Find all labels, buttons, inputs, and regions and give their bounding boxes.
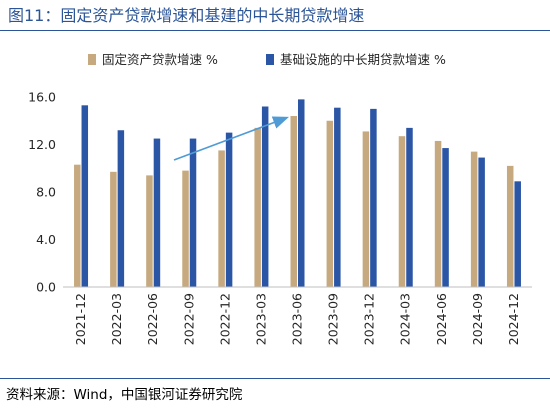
y-tick-label: 8.0	[36, 185, 56, 200]
bar-series-1	[470, 151, 478, 287]
x-tick-label: 2024-03	[398, 293, 413, 345]
bar-series-2	[189, 138, 197, 287]
bar-series-2	[81, 105, 89, 287]
legend-label-1: 固定资产贷款增速 %	[102, 52, 218, 67]
source-rule	[0, 378, 550, 379]
y-tick-label: 4.0	[36, 232, 56, 247]
bar-series-1	[506, 165, 514, 287]
x-tick-label: 2024-12	[506, 293, 521, 345]
bar-series-2	[261, 106, 269, 287]
bar-series-2	[442, 148, 449, 287]
legend-label-2: 基础设施的中长期贷款增速 %	[280, 52, 446, 67]
bar-series-1	[110, 171, 117, 287]
bar-series-1	[254, 127, 261, 287]
bar-series-2	[406, 127, 413, 287]
legend: 固定资产贷款增速 % 基础设施的中长期贷款增速 %	[88, 52, 446, 67]
bar-series-1	[362, 131, 370, 287]
bar-series-1	[326, 120, 334, 287]
bar-series-1	[290, 116, 297, 287]
x-tick-label: 2023-03	[253, 293, 268, 345]
y-axis: 16.0 12.0 8.0 4.0 0.0	[28, 90, 56, 295]
title-rule	[0, 30, 550, 31]
bar-series-2	[117, 130, 125, 287]
bar-series-2	[225, 132, 233, 287]
bar-series-2	[478, 157, 485, 287]
x-tick-label: 2024-09	[470, 293, 485, 345]
x-tick-label: 2021-12	[73, 293, 88, 345]
y-tick-label: 16.0	[28, 90, 56, 105]
x-axis: 2021-12 2022-03 2022-06 2022-09 2022-12 2023-…	[63, 286, 532, 345]
x-tick-label: 2023-06	[290, 293, 305, 345]
figure-title: 图11：固定资产贷款增速和基建的中长期贷款增速	[8, 6, 365, 25]
y-tick-label: 0.0	[36, 280, 56, 295]
legend-swatch-1	[88, 54, 96, 65]
bars	[74, 99, 521, 287]
bar-series-2	[153, 138, 161, 287]
source-note: 资料来源：Wind，中国银河证券研究院	[6, 387, 243, 403]
bar-series-2	[298, 99, 305, 287]
bar-series-1	[398, 136, 406, 287]
trend-arrow	[173, 116, 289, 161]
bar-chart: 固定资产贷款增速 % 基础设施的中长期贷款增速 % 16.0 12.0 8.0 4.0 0…	[28, 52, 532, 345]
x-tick-label: 2024-06	[434, 293, 449, 345]
y-tick-label: 12.0	[28, 137, 56, 152]
bar-series-2	[514, 181, 521, 287]
bar-series-1	[146, 175, 153, 287]
x-tick-label: 2022-12	[217, 293, 232, 345]
x-tick-label: 2023-09	[326, 293, 341, 345]
bar-series-1	[434, 140, 442, 287]
x-tick-label: 2022-09	[181, 293, 196, 345]
legend-swatch-2	[266, 54, 274, 65]
x-tick-label: 2022-06	[145, 293, 160, 345]
bar-series-1	[182, 170, 189, 287]
bar-series-2	[370, 108, 377, 287]
x-tick-label: 2022-03	[109, 293, 124, 345]
x-tick-label: 2023-12	[362, 293, 377, 345]
bar-series-1	[74, 164, 81, 287]
bar-series-1	[218, 150, 225, 287]
bar-series-2	[334, 107, 341, 287]
